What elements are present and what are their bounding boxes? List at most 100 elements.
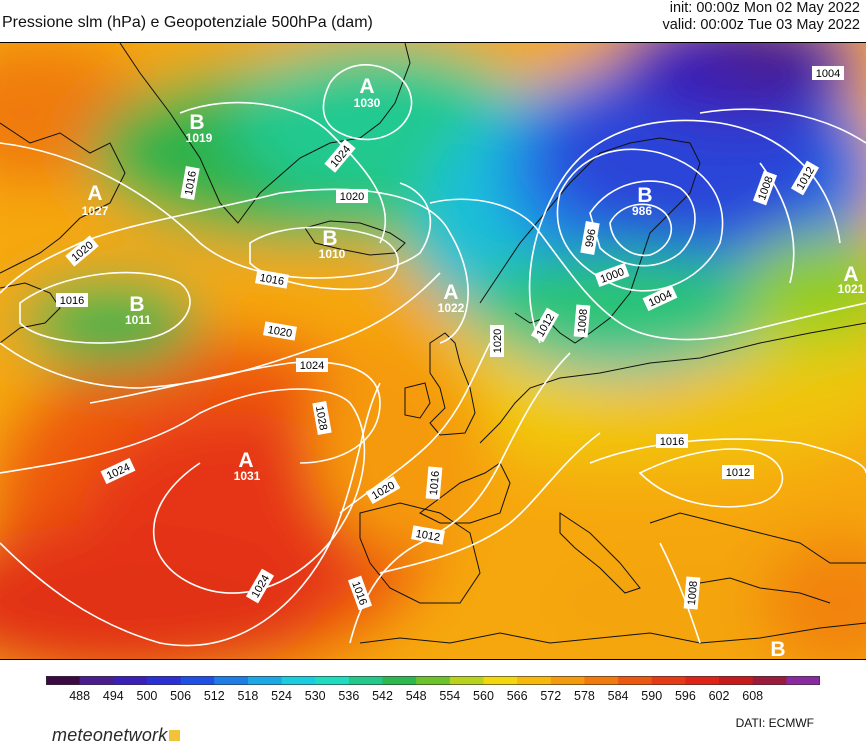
map-title: Pressione slm (hPa) e Geopotenziale 500h… [2, 14, 373, 31]
data-credits: DATI: ECMWF [735, 716, 814, 730]
coastlines [0, 43, 866, 644]
svg-text:1022: 1022 [438, 301, 465, 315]
colorbar [46, 676, 820, 685]
colorbar-tick-label: 584 [607, 689, 629, 703]
colorbar-segment [651, 676, 686, 685]
colorbar-segment [146, 676, 182, 685]
colorbar-segment [315, 676, 350, 685]
colorbar-tick-label: 602 [708, 689, 730, 703]
colorbar-tick-label: 554 [439, 689, 461, 703]
weather-map: 1004 1012 1008 1024 1020 1016 996 1000 1… [0, 42, 866, 660]
svg-text:B: B [129, 293, 144, 316]
colorbar-segment [618, 676, 653, 685]
svg-text:A: A [443, 281, 458, 304]
colorbar-segment [483, 676, 518, 685]
isobar-label: 1024 [300, 360, 324, 372]
colorbar-tick-label: 494 [102, 689, 124, 703]
svg-text:1027: 1027 [82, 204, 109, 218]
isobar-label: 1004 [816, 68, 840, 80]
svg-text:1011: 1011 [125, 313, 151, 327]
colorbar-segment [752, 676, 787, 685]
colorbar-segment [517, 676, 552, 685]
colorbar-tick-label: 524 [271, 689, 292, 703]
svg-text:1019: 1019 [186, 131, 213, 145]
valid-time: valid: 00:00z Tue 03 May 2022 [662, 17, 861, 33]
isobar-label: 996 [583, 228, 598, 248]
isobar-label: 1016 [428, 470, 442, 495]
svg-text:986: 986 [632, 204, 652, 218]
svg-text:1021: 1021 [838, 282, 865, 296]
isobar-label: 1016 [60, 295, 84, 307]
isobar-label: 1012 [726, 467, 750, 479]
pressure-center: B [770, 638, 785, 660]
svg-text:A: A [359, 75, 374, 98]
svg-text:B: B [770, 638, 785, 660]
colorbar-segment [180, 676, 215, 685]
isobar-label: 1016 [660, 436, 684, 448]
colorbar-segment [416, 676, 451, 685]
colorbar-segment [113, 676, 148, 685]
svg-text:A: A [238, 449, 253, 472]
colorbar-tick-label: 548 [405, 689, 427, 703]
geopotential-field [0, 43, 866, 659]
colorbar-tick-label: 596 [674, 689, 696, 703]
isobar-label: 1008 [686, 580, 700, 605]
colorbar-tick-label: 566 [506, 689, 528, 703]
svg-text:B: B [322, 227, 337, 250]
brand-logo: meteonetwork [52, 725, 181, 746]
colorbar-segment [786, 676, 820, 685]
isobar-label: 1028 [313, 405, 329, 431]
brand-name: meteonetwork [52, 725, 168, 745]
colorbar-tick-label: 506 [170, 689, 192, 703]
svg-text:A: A [87, 182, 102, 205]
colorbar-tick-label: 536 [338, 689, 360, 703]
colorbar-tick-label: 560 [473, 689, 494, 703]
colorbar-tick-label: 512 [203, 689, 225, 703]
run-info: init: 00:00z Mon 02 May 2022 valid: 00:0… [663, 0, 861, 34]
colorbar-tick-label: 572 [540, 689, 562, 703]
colorbar-tick-label: 578 [573, 689, 595, 703]
isobar-label: 1008 [576, 308, 590, 333]
colorbar-tick-label: 542 [372, 689, 393, 703]
isobar-label: 1020 [340, 191, 364, 203]
colorbar-segment [79, 676, 114, 685]
colorbar-segment [214, 676, 249, 685]
colorbar-tick-label: 590 [641, 689, 663, 703]
colorbar-segment [449, 676, 484, 685]
svg-text:1031: 1031 [234, 469, 261, 483]
isobar-label: 1012 [415, 528, 441, 544]
colorbar-tick-label: 500 [136, 689, 158, 703]
colorbar-segment [281, 676, 316, 685]
isobar-label: 1016 [183, 170, 199, 196]
isobar-label: 1016 [259, 272, 285, 288]
colorbar-tick-label: 488 [69, 689, 91, 703]
colorbar-segment [247, 676, 283, 685]
svg-text:B: B [637, 184, 652, 207]
colorbar-tick-label: 608 [742, 689, 764, 703]
init-time: init: 00:00z Mon 02 May 2022 [669, 0, 860, 16]
brand-square-icon [169, 730, 181, 741]
colorbar-tick-label: 518 [237, 689, 259, 703]
svg-text:1030: 1030 [354, 96, 381, 110]
colorbar-segment [584, 676, 619, 685]
isobar-label: 1020 [267, 324, 293, 340]
colorbar-segment [382, 676, 417, 685]
colorbar-labels: 488 494 500 506 512 518 524 530 536 542 548 554 560 5… [46, 689, 820, 703]
svg-text:B: B [189, 111, 204, 134]
colorbar-segment [719, 676, 754, 685]
colorbar-segment [685, 676, 720, 685]
colorbar-segment [348, 676, 384, 685]
svg-text:A: A [843, 263, 858, 286]
colorbar-segment [550, 676, 585, 685]
isobars [0, 64, 866, 647]
